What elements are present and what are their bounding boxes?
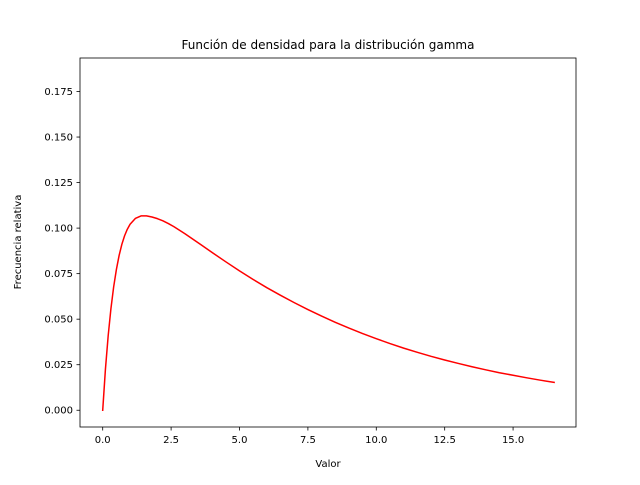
x-tick-label: 2.5 [163,435,179,446]
y-tick-label: 0.000 [44,406,73,417]
y-tick-label: 0.100 [44,224,73,235]
y-tick-label: 0.125 [44,178,73,189]
x-tick-label: 10.0 [365,435,387,446]
chart-title: Función de densidad para la distribución… [182,38,475,52]
y-tick-label: 0.050 [44,315,73,326]
series-line-0 [101,215,555,412]
x-tick-label: 5.0 [232,435,248,446]
y-axis-label: Frecuencia relativa [13,195,24,290]
x-tick-label: 7.5 [300,435,316,446]
x-tick-label: 15.0 [502,435,524,446]
y-tick-label: 0.075 [44,269,73,280]
y-tick-label: 0.150 [44,133,73,144]
x-tick-label: 12.5 [434,435,456,446]
x-axis-label: Valor [315,459,341,470]
y-tick-label: 0.025 [44,360,73,371]
plot-area: 0.0 2.5 5.0 7.5 10.0 12.5 15.0 0.000 0.025 0.050 0… [44,57,577,446]
axes-frame [79,57,577,428]
x-tick-label: 0.0 [95,435,111,446]
y-tick-label: 0.175 [44,87,73,98]
